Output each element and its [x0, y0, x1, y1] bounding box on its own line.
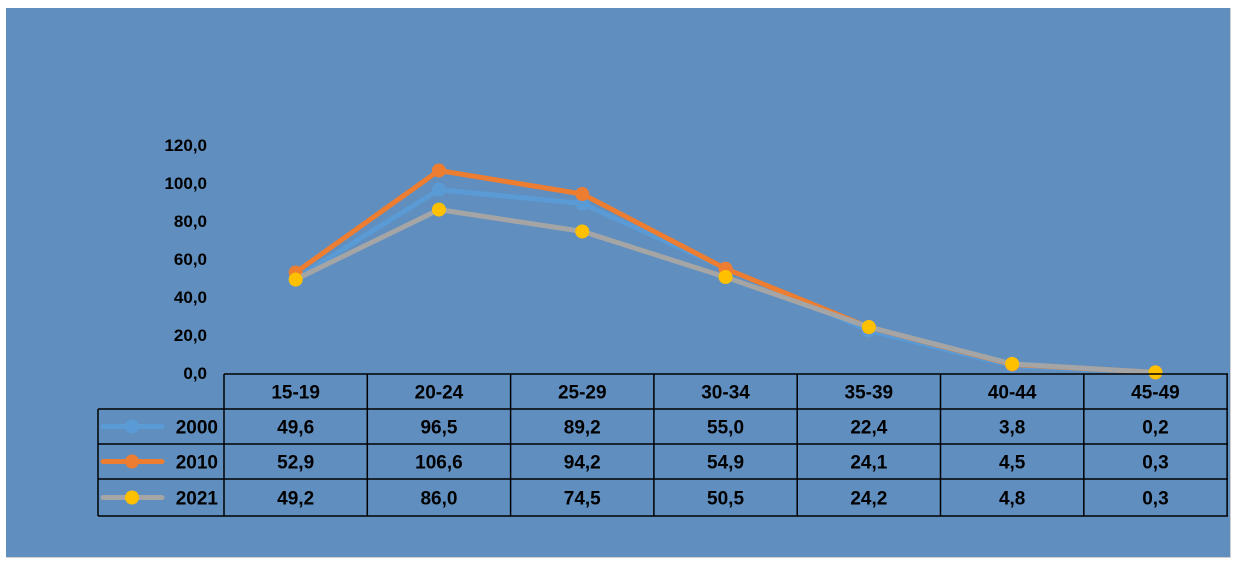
category-label: 45-49: [1131, 383, 1180, 404]
y-tick-label: 0,0: [183, 364, 207, 383]
category-label: 20-24: [415, 383, 464, 404]
table-cell-value: 86,0: [420, 489, 457, 510]
table-cell-value: 22,4: [850, 418, 887, 439]
data-point-2021: [1148, 365, 1163, 380]
line-chart: 0,0 20,0 40,0 60,0 80,0 100,0 120,0 15-19 20-24…: [97, 136, 1228, 517]
series-line-2021: [293, 207, 1158, 375]
table-cell-value: 0,3: [1142, 489, 1168, 510]
y-tick-label: 80,0: [174, 212, 207, 231]
data-point-2021: [431, 202, 446, 217]
legend-label-2000: 2000: [176, 418, 218, 439]
y-tick-label: 60,0: [174, 250, 207, 269]
table-cell-value: 54,9: [707, 453, 744, 474]
table-cell-value: 3,8: [999, 418, 1025, 439]
table-cell-value: 96,5: [420, 418, 457, 439]
y-tick-label: 120,0: [164, 136, 207, 155]
table-cell-value: 89,2: [564, 418, 601, 439]
table-cell-value: 74,5: [564, 489, 601, 510]
legend-label-2010: 2010: [176, 453, 218, 474]
data-point-2021: [1005, 356, 1020, 371]
category-label: 25-29: [558, 383, 607, 404]
series-lines: [288, 163, 1163, 380]
table-cell-value: 4,8: [999, 489, 1025, 510]
data-table: 15-19 20-24 25-29 30-34 35-39 40-44 45-49 2000 4…: [97, 373, 1228, 517]
table-cell-value: 106,6: [415, 453, 463, 474]
data-point-2010: [431, 163, 446, 178]
data-point-2021: [288, 272, 303, 287]
legend-key-marker-2000: [125, 419, 139, 434]
legend-key-marker-2021: [125, 490, 139, 505]
legend-key-marker-2010: [125, 454, 139, 469]
table-cell-value: 50,5: [707, 489, 744, 510]
table-cell-value: 49,6: [277, 418, 314, 439]
data-point-2021: [575, 224, 590, 239]
table-cell-value: 24,1: [850, 453, 887, 474]
data-point-2021: [861, 320, 876, 335]
table-cell-value: 49,2: [277, 489, 314, 510]
chart-area: 0,0 20,0 40,0 60,0 80,0 100,0 120,0 15-19 20-24…: [6, 8, 1231, 558]
y-tick-label: 40,0: [174, 288, 207, 307]
table-cell-value: 0,3: [1142, 453, 1168, 474]
table-cell-value: 24,2: [850, 489, 887, 510]
table-cell-value: 4,5: [999, 453, 1026, 474]
table-cell-value: 0,2: [1142, 418, 1168, 439]
category-label: 30-34: [701, 383, 750, 404]
legend-label-2021: 2021: [176, 489, 219, 510]
data-point-2000: [431, 182, 446, 197]
y-tick-label: 20,0: [174, 326, 207, 345]
category-label: 40-44: [988, 383, 1037, 404]
y-tick-label: 100,0: [164, 174, 207, 193]
data-point-2021: [718, 270, 733, 285]
y-axis: 0,0 20,0 40,0 60,0 80,0 100,0 120,0: [164, 136, 207, 383]
category-label: 35-39: [845, 383, 894, 404]
table-cell-value: 55,0: [707, 418, 744, 439]
data-point-2010: [575, 187, 590, 202]
table-cell-value: 52,9: [277, 453, 314, 474]
table-cell-value: 94,2: [564, 453, 601, 474]
category-label: 15-19: [271, 383, 320, 404]
